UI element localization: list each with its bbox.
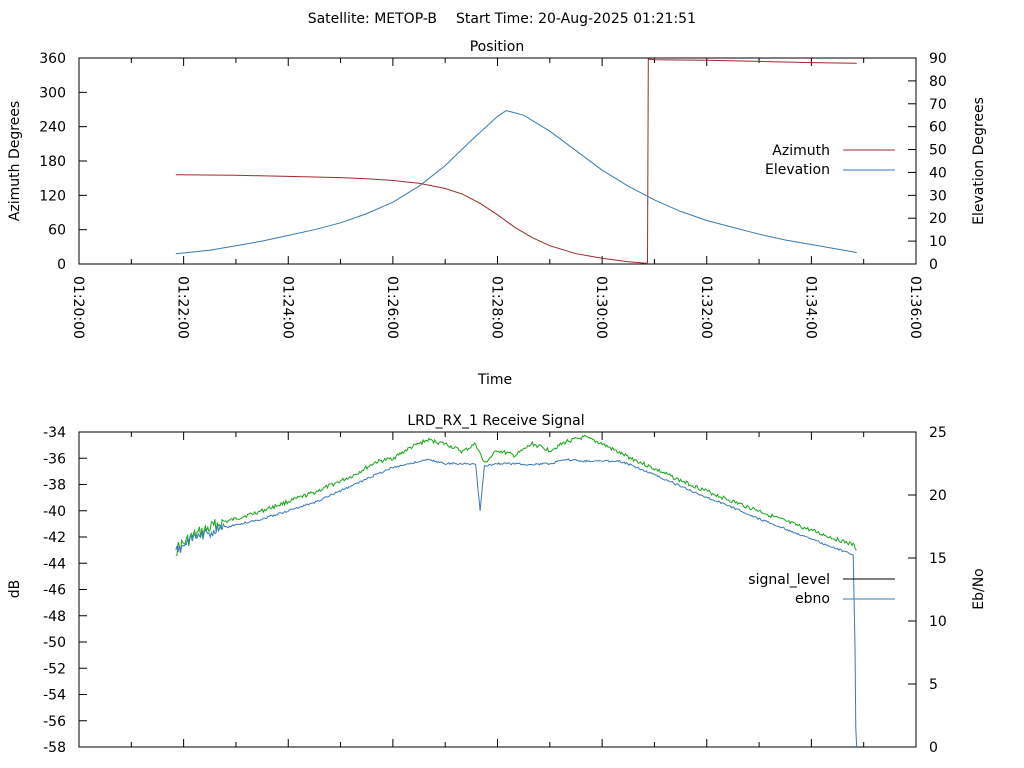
position-x-tick-label: 01:34:00 — [802, 276, 818, 339]
signal-y-tick-label: -56 — [43, 714, 66, 730]
position-x-tick-label: 01:22:00 — [175, 276, 191, 339]
position-y-tick-label: 180 — [39, 154, 66, 170]
position-series-elevation-line — [175, 110, 857, 255]
position-y-tick-label: 120 — [39, 188, 66, 204]
position-y-tick-label: 360 — [39, 51, 66, 67]
signal-y-tick-label: -46 — [43, 583, 66, 599]
position-x-tick-label: 01:28:00 — [489, 276, 505, 339]
position-x-tick-label: 01:30:00 — [593, 276, 609, 339]
signal-y-tick-label: -36 — [43, 451, 66, 467]
position-y-tick-label: 0 — [57, 257, 66, 273]
legend-azimuth-label: Azimuth — [772, 143, 830, 159]
position-series-azimuth-line — [175, 58, 857, 264]
satellite-label: Satellite: METOP-B — [308, 11, 437, 27]
signal-y2-tick-label: 5 — [929, 677, 938, 693]
signal-plot-frame — [78, 431, 917, 748]
signal-y-tick-label: -54 — [43, 688, 66, 704]
position-y2-tick-label: 50 — [929, 143, 947, 159]
legend-elevation-label: Elevation — [765, 162, 830, 178]
position-y2-tick-label: 0 — [929, 257, 938, 273]
position-y2-tick-label: 80 — [929, 74, 947, 90]
position-y2-tick-label: 30 — [929, 188, 947, 204]
signal-y-tick-label: -44 — [43, 556, 66, 572]
signal-y-tick-label: -38 — [43, 478, 66, 494]
position-y2-tick-label: 40 — [929, 165, 947, 181]
signal-y-tick-label: -50 — [43, 635, 66, 651]
signal-y-label: dB — [7, 580, 23, 599]
legend-signal-level-label: signal_level — [748, 572, 830, 588]
position-y-tick-label: 240 — [39, 120, 66, 136]
position-x-tick-label: 01:32:00 — [698, 276, 714, 339]
signal-series-ebno-line — [175, 458, 858, 748]
signal-title: LRD_RX_1 Receive Signal — [407, 413, 584, 429]
position-y-tick-label: 300 — [39, 85, 66, 101]
position-title: Position — [470, 39, 525, 55]
signal-y-tick-label: -58 — [43, 740, 66, 756]
position-y2-tick-label: 70 — [929, 97, 947, 113]
start-time-label: Start Time: 20-Aug-2025 01:21:51 — [456, 11, 696, 27]
signal-y2-tick-label: 15 — [929, 551, 947, 567]
position-x-tick-label: 01:20:00 — [70, 276, 86, 339]
position-x-tick-label: 01:36:00 — [907, 276, 923, 339]
position-plot-frame — [78, 57, 917, 265]
position-y2-tick-label: 60 — [929, 120, 947, 136]
signal-y-tick-label: -34 — [43, 425, 66, 441]
signal-series-signal-level-line — [175, 434, 857, 557]
signal-chart: LRD_RX_1 Receive Signal -58 -56 -54 -52 -50 -… — [7, 413, 987, 756]
signal-y2-tick-label: 0 — [929, 740, 938, 756]
position-y2-tick-label: 90 — [929, 51, 947, 67]
signal-y2-tick-label: 20 — [929, 488, 947, 504]
position-chart: Position 0 60 120 180 240 300 360 0 10 20 30 40 50 60… — [7, 39, 987, 388]
position-y2-tick-label: 10 — [929, 234, 947, 250]
position-y2-tick-label: 20 — [929, 211, 947, 227]
position-y-label: Azimuth Degrees — [7, 101, 23, 221]
position-x-tick-label: 01:24:00 — [279, 276, 295, 339]
signal-y-tick-label: -48 — [43, 609, 66, 625]
signal-y-tick-label: -42 — [43, 530, 66, 546]
legend-ebno-label: ebno — [795, 591, 830, 607]
signal-y2-tick-label: 10 — [929, 614, 947, 630]
signal-y2-label: Eb/No — [971, 568, 987, 610]
signal-y2-tick-label: 25 — [929, 425, 947, 441]
position-y-tick-label: 60 — [48, 223, 66, 239]
signal-y-tick-label: -40 — [43, 504, 66, 520]
position-legend: Azimuth Elevation — [765, 143, 895, 178]
signal-y-tick-label: -52 — [43, 661, 66, 677]
signal-legend: signal_level ebno — [748, 572, 895, 607]
position-y2-label: Elevation Degrees — [971, 97, 987, 225]
position-x-label: Time — [477, 372, 512, 388]
position-x-tick-label: 01:26:00 — [384, 276, 400, 339]
